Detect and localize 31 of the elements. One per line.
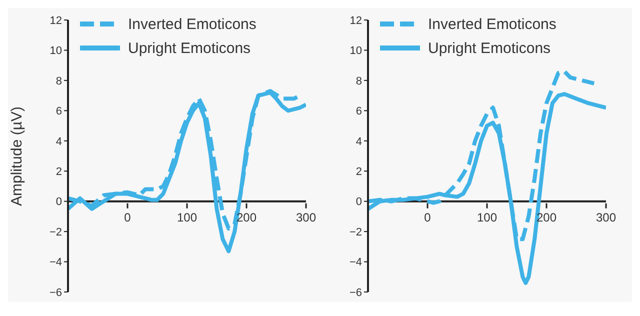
y-tick-label: −2 — [349, 226, 362, 238]
y-tick-label: 6 — [56, 106, 62, 118]
y-tick-label: 0 — [56, 196, 62, 208]
legend-label: Inverted Emoticons — [128, 16, 256, 32]
x-tick-label: 300 — [596, 210, 616, 224]
y-tick-label: 12 — [350, 14, 362, 27]
y-tick-label: 0 — [356, 196, 362, 208]
y-axis-title: Amplitude (µV) — [8, 106, 26, 206]
x-tick-label: 100 — [176, 210, 198, 224]
y-tick-label: −6 — [349, 286, 362, 299]
y-tick-label: 4 — [356, 136, 362, 148]
legend-label: Upright Emoticons — [128, 40, 251, 56]
x-tick-label: 300 — [296, 210, 316, 224]
y-tick-label: 2 — [56, 166, 62, 178]
y-tick-label: −4 — [49, 256, 62, 269]
x-tick-label: 0 — [124, 210, 132, 224]
y-tick-label: 4 — [56, 136, 62, 148]
y-tick-label: 6 — [356, 106, 362, 118]
y-tick-label: −6 — [49, 286, 62, 299]
y-tick-label: 8 — [56, 75, 62, 88]
legend-label: Upright Emoticons — [428, 40, 551, 56]
x-tick-label: 100 — [476, 210, 498, 224]
y-tick-label: −2 — [49, 226, 62, 238]
y-tick-label: 10 — [350, 45, 362, 58]
y-tick-label: 2 — [356, 166, 362, 178]
y-tick-label: 8 — [356, 75, 362, 88]
y-tick-label: 12 — [50, 14, 62, 27]
x-tick-label: 0 — [424, 210, 432, 224]
legend-label: Inverted Emoticons — [428, 16, 556, 32]
y-tick-label: −4 — [349, 256, 362, 269]
y-tick-label: 10 — [50, 45, 62, 58]
